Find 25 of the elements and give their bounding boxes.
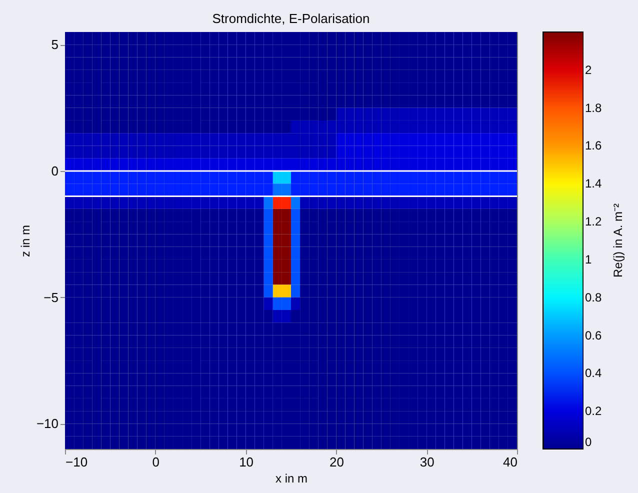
x-axis-title: x in m (275, 472, 308, 486)
y-axis-title: z in m (18, 224, 32, 258)
color-bar-label: 1 (585, 252, 592, 266)
y-tick-label: 0 (51, 164, 58, 178)
x-tick-label: 30 (420, 454, 434, 470)
x-tick-label: −10 (66, 454, 88, 470)
color-bar-label: 2 (585, 62, 592, 77)
y-tick-label: −5 (44, 290, 58, 305)
color-bar-title: Re(j) in A. m⁻² (611, 203, 625, 278)
color-bar-label: 1.4 (585, 176, 602, 191)
y-tick-label: −10 (36, 416, 58, 432)
color-bar-label: 1.6 (585, 138, 602, 153)
color-bar-label: 0.8 (585, 290, 602, 304)
color-bar-label: 1.2 (585, 214, 602, 229)
x-tick-label: 0 (152, 454, 160, 470)
x-tick-label: 20 (329, 454, 344, 470)
y-tick-label: 5 (51, 37, 58, 52)
color-bar-label: 0.6 (585, 328, 602, 342)
chart-title: Stromdichte, E-Polarisation (212, 11, 370, 26)
x-tick-label: 10 (239, 454, 254, 470)
x-tick-label: 40 (503, 454, 518, 470)
color-bar-label: 1.8 (585, 100, 602, 115)
color-bar-label: 0.2 (585, 404, 602, 418)
color-bar-label: 0.4 (585, 366, 602, 380)
color-bar-label: 0 (585, 435, 592, 449)
